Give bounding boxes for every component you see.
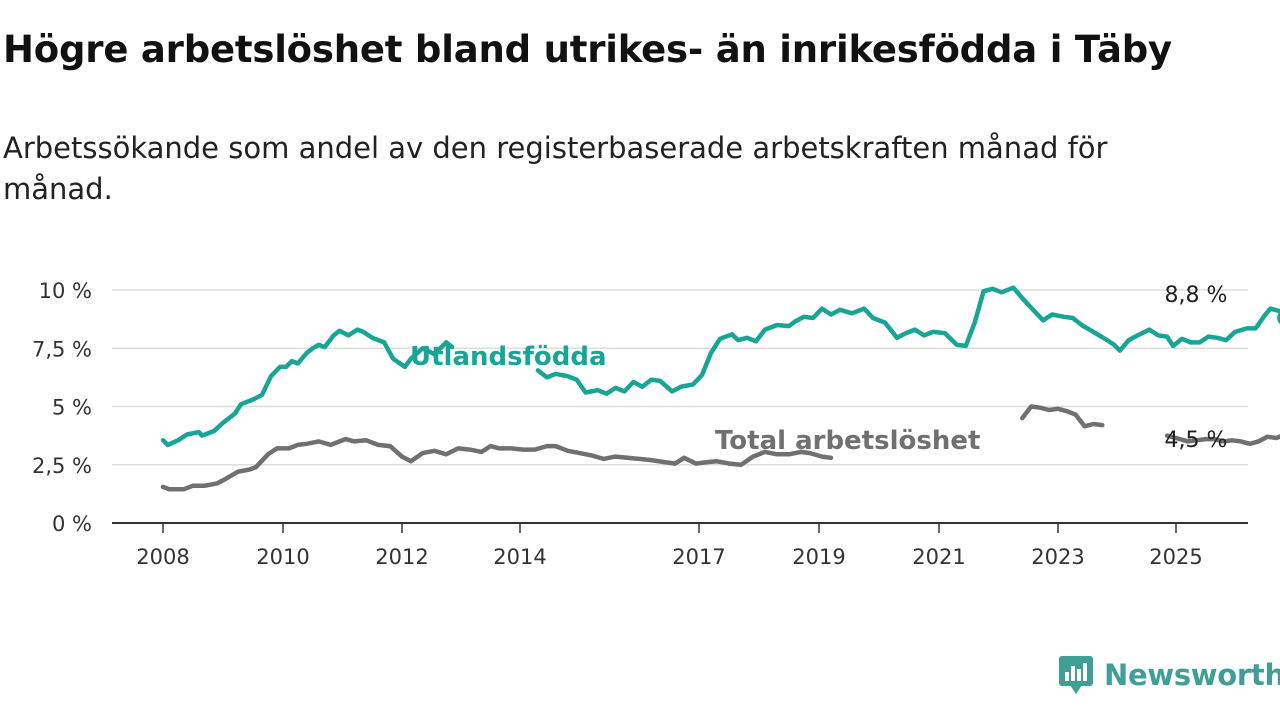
x-tick-label: 2012 [375,545,428,569]
bar-chart-speech-bubble-icon [1059,656,1093,694]
end-label-utlandsfodda: 8,8 % [1165,283,1228,308]
x-tick-label: 2023 [1031,545,1084,569]
series-line-total [160,436,834,492]
chart-subtitle: Arbetssökande som andel av den registerb… [3,131,1108,206]
grid-lines [112,289,1248,466]
chart-title: Högre arbetslöshet bland utrikes- än inr… [3,28,1172,71]
series-line-total [1164,433,1280,447]
y-tick-label: 2,5 % [32,454,92,478]
x-tick-label: 2008 [136,545,189,569]
series-line-utlandsfodda [160,327,455,448]
x-tick-label: 2017 [672,545,725,569]
brand-logo: Newsworthy [1058,654,1280,696]
y-tick-label: 10 % [39,279,92,303]
x-axis: 2008 2010 2012 2014 2017 2019 2021 2023 2025 [112,522,1248,569]
series-label-utlandsfodda: Utlandsfödda [410,342,607,372]
series-layer [160,285,1280,492]
end-point-utlandsfodda [1277,311,1280,325]
y-tick-label: 5 % [52,396,92,420]
x-tick-label: 2025 [1149,545,1202,569]
x-tick-label: 2014 [493,545,546,569]
y-tick-label: 7,5 % [32,337,92,361]
brand-name: Newsworthy [1104,658,1280,692]
x-tick-label: 2019 [792,545,845,569]
series-label-total: Total arbetslöshet [715,426,980,456]
x-tick-label: 2021 [912,545,965,569]
y-tick-label: 0 % [52,512,92,536]
y-axis: 0 % 2,5 % 5 % 7,5 % 10 % [32,279,92,536]
x-tick-label: 2010 [256,545,309,569]
end-label-total: 4,5 % [1165,428,1228,453]
series-line-utlandsfodda [535,285,1280,396]
series-line-total [1020,404,1105,429]
